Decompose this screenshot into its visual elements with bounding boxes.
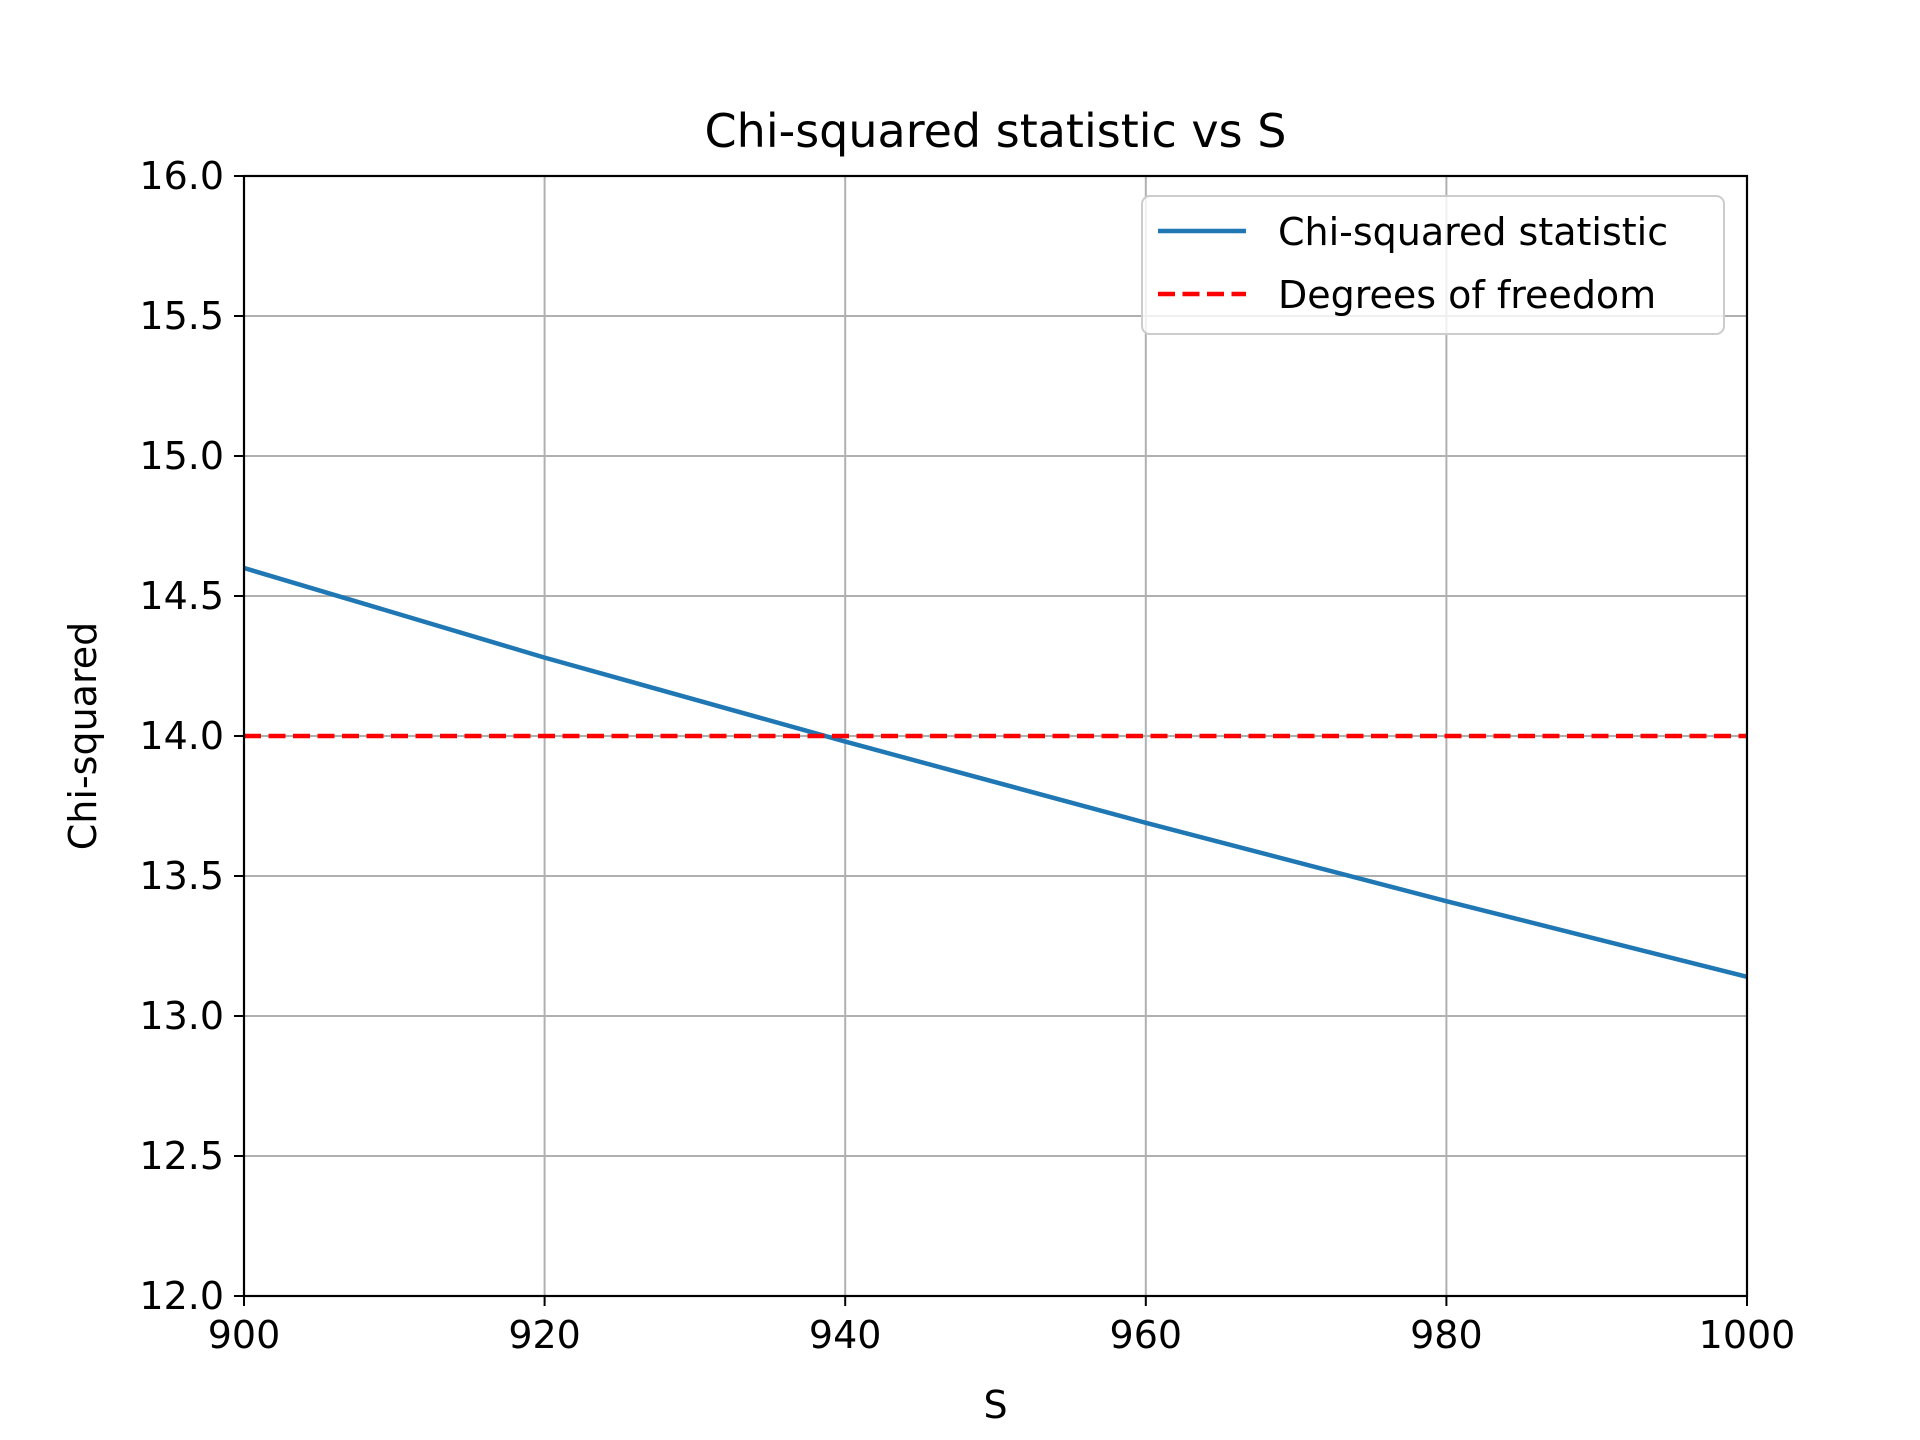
legend: Chi-squared statistic Degrees of freedom <box>1141 195 1725 335</box>
y-tick-label: 13.0 <box>139 994 224 1038</box>
x-tick-label: 960 <box>1110 1313 1183 1357</box>
y-axis-title: Chi-squared <box>61 622 105 850</box>
legend-label-degrees-of-freedom: Degrees of freedom <box>1278 273 1656 317</box>
y-tick-label: 15.0 <box>139 434 224 478</box>
y-tick-label: 16.0 <box>139 154 224 198</box>
x-tick-label: 900 <box>208 1313 281 1357</box>
y-tick-label: 14.0 <box>139 714 224 758</box>
y-tick-label: 14.5 <box>139 574 224 618</box>
series-layer <box>243 565 1748 979</box>
x-axis-title: S <box>983 1383 1007 1427</box>
y-tick-label: 12.0 <box>139 1274 224 1318</box>
y-tick-label: 12.5 <box>139 1134 224 1178</box>
legend-label-chi-squared: Chi-squared statistic <box>1278 210 1668 254</box>
chart-title: Chi-squared statistic vs S <box>705 104 1287 158</box>
y-tick-label: 15.5 <box>139 294 224 338</box>
series-line-chi-squared <box>243 565 1748 979</box>
tick-layer: 900 920 940 960 980 1000 12.0 12.5 13.0 13.5 14.0 1… <box>139 154 1795 1357</box>
x-tick-label: 1000 <box>1699 1313 1796 1357</box>
legend-box <box>1141 195 1725 335</box>
x-tick-label: 920 <box>508 1313 581 1357</box>
y-tick-label: 13.5 <box>139 854 224 898</box>
x-tick-label: 980 <box>1410 1313 1483 1357</box>
x-tick-label: 940 <box>809 1313 882 1357</box>
